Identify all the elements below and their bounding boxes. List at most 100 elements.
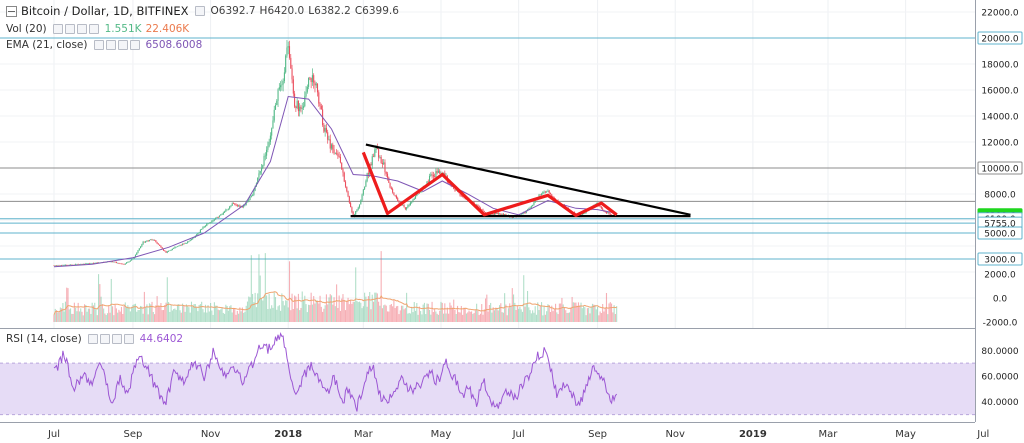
volume-bar [180, 312, 182, 322]
volume-bar [316, 300, 319, 322]
volume-bar [600, 313, 602, 322]
symbol-actions[interactable] [194, 6, 205, 16]
candle-body [208, 223, 210, 224]
candle-body [112, 261, 114, 263]
ema-actions[interactable] [93, 40, 140, 50]
volume-bar [344, 310, 347, 322]
candle-body [370, 163, 372, 166]
settings-icon[interactable] [194, 6, 205, 16]
volume-bar [608, 303, 610, 322]
candle-body [197, 233, 199, 235]
candle-body [406, 207, 408, 210]
volume-bar [95, 309, 97, 322]
candle-body [227, 208, 229, 210]
volume-bar [63, 311, 65, 322]
ema-legend[interactable]: EMA (21, close) 6508.6008 [6, 38, 202, 52]
volume-bar [428, 309, 431, 322]
volume-bar [169, 311, 171, 322]
volume-bar [548, 305, 550, 322]
candle-body [263, 156, 265, 166]
candle-body [273, 109, 275, 121]
volume-legend[interactable]: Vol (20) 1.551K 22.406K [6, 22, 189, 36]
volume-bar [416, 303, 418, 322]
candle-body [320, 106, 322, 110]
volume-bar [409, 313, 411, 322]
candle-body [68, 264, 70, 266]
candle-body [236, 205, 238, 207]
candle-body [169, 250, 171, 252]
volume-bar [244, 311, 246, 322]
candle-body [148, 239, 151, 242]
volume-bar [593, 304, 595, 322]
candle-body [281, 84, 283, 86]
volume-bar [212, 314, 214, 322]
candle-body [412, 199, 414, 203]
candle-body [267, 146, 269, 150]
volume-bar [513, 294, 515, 322]
eye-icon[interactable] [93, 40, 104, 50]
candle-body [280, 85, 282, 88]
eye-icon[interactable] [87, 334, 98, 344]
settings-icon[interactable] [64, 24, 75, 34]
candle-body [604, 211, 606, 213]
settings-icon[interactable] [99, 334, 110, 344]
candle-body [248, 200, 250, 202]
volume-bar [131, 306, 133, 322]
symbol-title: Bitcoin / Dollar, 1D, BITFINEX [21, 4, 189, 18]
volume-bar [561, 297, 563, 322]
rsi-legend[interactable]: RSI (14, close) 44.6402 [6, 333, 183, 345]
volume-bar [370, 309, 372, 322]
rsi-actions[interactable] [87, 334, 134, 344]
candle-body [114, 261, 116, 263]
more-icon[interactable] [123, 334, 134, 344]
close-icon[interactable] [117, 40, 128, 50]
candle-body [127, 262, 129, 263]
volume-bar [100, 296, 102, 322]
volume-bar [537, 302, 539, 322]
more-icon[interactable] [88, 24, 99, 34]
settings-icon[interactable] [105, 40, 116, 50]
symbol-legend[interactable]: Bitcoin / Dollar, 1D, BITFINEX O6392.7 H… [6, 4, 399, 18]
volume-bar [134, 303, 137, 322]
candle-body [274, 105, 277, 110]
volume-bar [551, 305, 553, 322]
time-axis-labels: Jul Sep Nov 2018 Mar May Jul Sep Nov 2019 Mar May Ju… [47, 429, 989, 440]
price-axis[interactable]: 22000.0 20000.0 18000.0 16000.0 14000.0 12000… [975, 0, 1024, 443]
volume-bar [430, 314, 432, 322]
volume-bar [341, 298, 343, 322]
candle-body [55, 265, 58, 267]
volume-bar [455, 314, 457, 322]
volume-bar [62, 303, 64, 322]
candle-body [89, 263, 91, 264]
close-icon[interactable] [76, 24, 87, 34]
close-icon[interactable] [111, 334, 122, 344]
candle-body [91, 262, 93, 264]
volume-bar [155, 305, 157, 322]
volume-bar [546, 311, 548, 322]
more-icon[interactable] [129, 40, 140, 50]
candle-body [428, 175, 431, 183]
candle-body [397, 198, 399, 202]
volume-bar [414, 310, 417, 322]
volume-bar [211, 310, 213, 322]
candle-body [430, 174, 432, 176]
candle-body [137, 250, 139, 253]
time-axis[interactable]: Jul Sep Nov 2018 Mar May Jul Sep Nov 2019 Mar May Ju… [0, 422, 989, 441]
volume-bar [109, 312, 111, 322]
candle-body [311, 75, 313, 83]
eye-icon[interactable] [52, 24, 63, 34]
volume-bar [384, 304, 386, 322]
volume-bar [122, 313, 124, 322]
volume-bar [515, 309, 517, 322]
volume-bar [89, 308, 91, 322]
volume-bar [157, 305, 159, 322]
volume-bar [393, 299, 395, 322]
volume-bar [297, 293, 299, 322]
volume-bar [352, 301, 354, 322]
volume-bar [147, 314, 149, 322]
collapse-icon[interactable] [6, 5, 17, 17]
candle-body [495, 212, 497, 214]
volume-actions[interactable] [52, 24, 99, 34]
volume-bar [320, 306, 322, 322]
